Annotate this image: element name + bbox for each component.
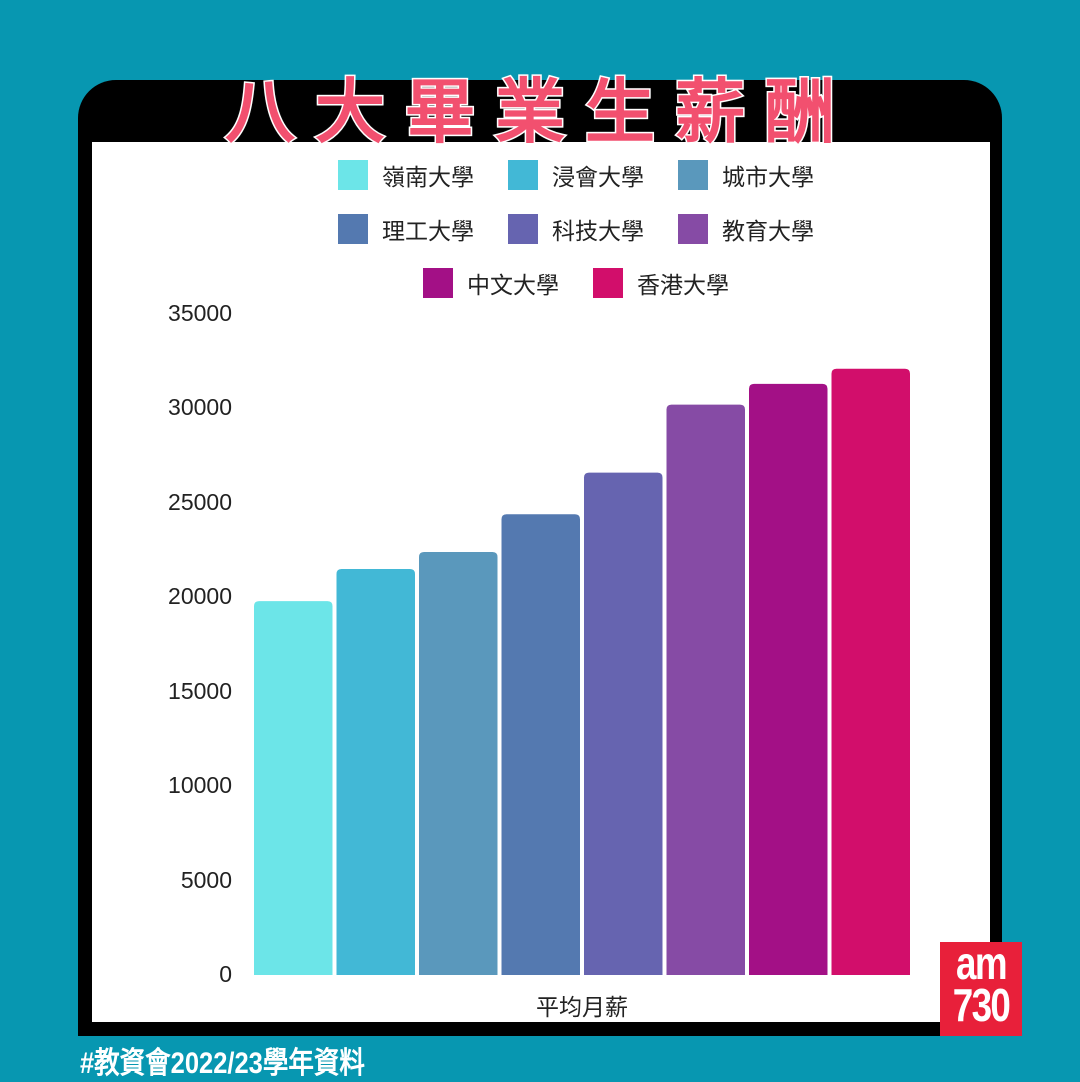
legend-item: 理工大學 xyxy=(338,213,474,245)
am730-logo: am 730 xyxy=(940,937,1022,1036)
legend-label: 理工大學 xyxy=(382,219,474,245)
x-axis-label: 平均月薪 xyxy=(536,995,628,1021)
legend-item: 科技大學 xyxy=(508,213,644,245)
legend-swatch xyxy=(593,268,623,298)
legend-item: 嶺南大學 xyxy=(338,159,474,191)
legend-label: 嶺南大學 xyxy=(382,165,474,191)
bar-8 xyxy=(831,368,910,976)
bar-4 xyxy=(501,514,580,975)
bar-2 xyxy=(336,568,415,975)
legend-label: 浸會大學 xyxy=(552,165,644,191)
legend-item: 香港大學 xyxy=(593,267,729,299)
legend-swatch xyxy=(678,214,708,244)
legend-swatch xyxy=(508,160,538,190)
source-footer: #教資會2022/23學年資料 xyxy=(80,1047,365,1080)
y-tick-label: 0 xyxy=(219,961,232,987)
bar-5 xyxy=(584,472,663,975)
legend-swatch xyxy=(338,160,368,190)
bar-6 xyxy=(666,404,745,975)
legend-label: 中文大學 xyxy=(467,273,559,299)
y-tick-label: 35000 xyxy=(168,300,232,326)
y-tick-label: 5000 xyxy=(180,866,232,893)
legend-label: 香港大學 xyxy=(637,273,729,299)
legend-swatch xyxy=(508,214,538,244)
legend-label: 教育大學 xyxy=(722,219,814,245)
legend-swatch xyxy=(338,214,368,244)
y-tick-label: 15000 xyxy=(168,677,232,704)
legend-label: 城市大學 xyxy=(722,165,814,191)
y-tick-label: 25000 xyxy=(168,488,232,515)
legend-label: 科技大學 xyxy=(552,219,644,245)
y-tick-label: 10000 xyxy=(168,772,232,799)
y-tick-label: 20000 xyxy=(168,583,232,610)
logo-line2: 730 xyxy=(952,979,1011,1031)
page-title: 八大畢業生薪酬 xyxy=(224,70,855,155)
legend-swatch xyxy=(423,268,453,298)
legend-swatch xyxy=(678,160,708,190)
logo-line1: am xyxy=(956,937,1008,989)
bar-7 xyxy=(749,383,828,975)
legend-item: 浸會大學 xyxy=(508,159,644,191)
bar-1 xyxy=(254,601,333,975)
legend-item: 中文大學 xyxy=(423,267,559,299)
legend-item: 城市大學 xyxy=(678,159,814,191)
legend-item: 教育大學 xyxy=(678,213,814,245)
bar-3 xyxy=(419,551,498,975)
y-tick-label: 30000 xyxy=(168,394,232,421)
